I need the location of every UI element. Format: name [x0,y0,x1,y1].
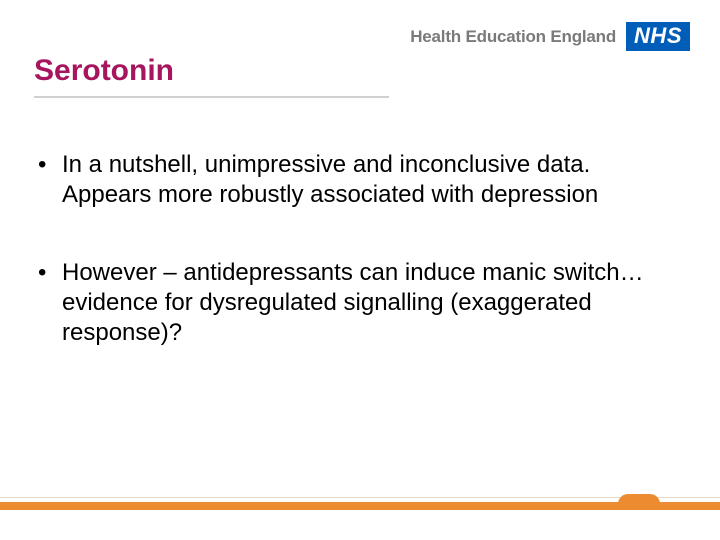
list-item: However – antidepressants can induce man… [34,258,680,348]
brand-logo: Health Education England NHS [410,22,690,51]
slide: Health Education England NHS Serotonin I… [0,0,720,540]
slide-body: In a nutshell, unimpressive and inconclu… [34,150,680,396]
nhs-badge: NHS [626,22,690,51]
title-underline [34,96,389,98]
footer-notch [618,494,660,510]
slide-title: Serotonin [34,54,174,88]
hee-label: Health Education England [410,27,616,47]
footer-bar [0,502,720,510]
bullet-list: In a nutshell, unimpressive and inconclu… [34,150,680,348]
list-item: In a nutshell, unimpressive and inconclu… [34,150,680,210]
